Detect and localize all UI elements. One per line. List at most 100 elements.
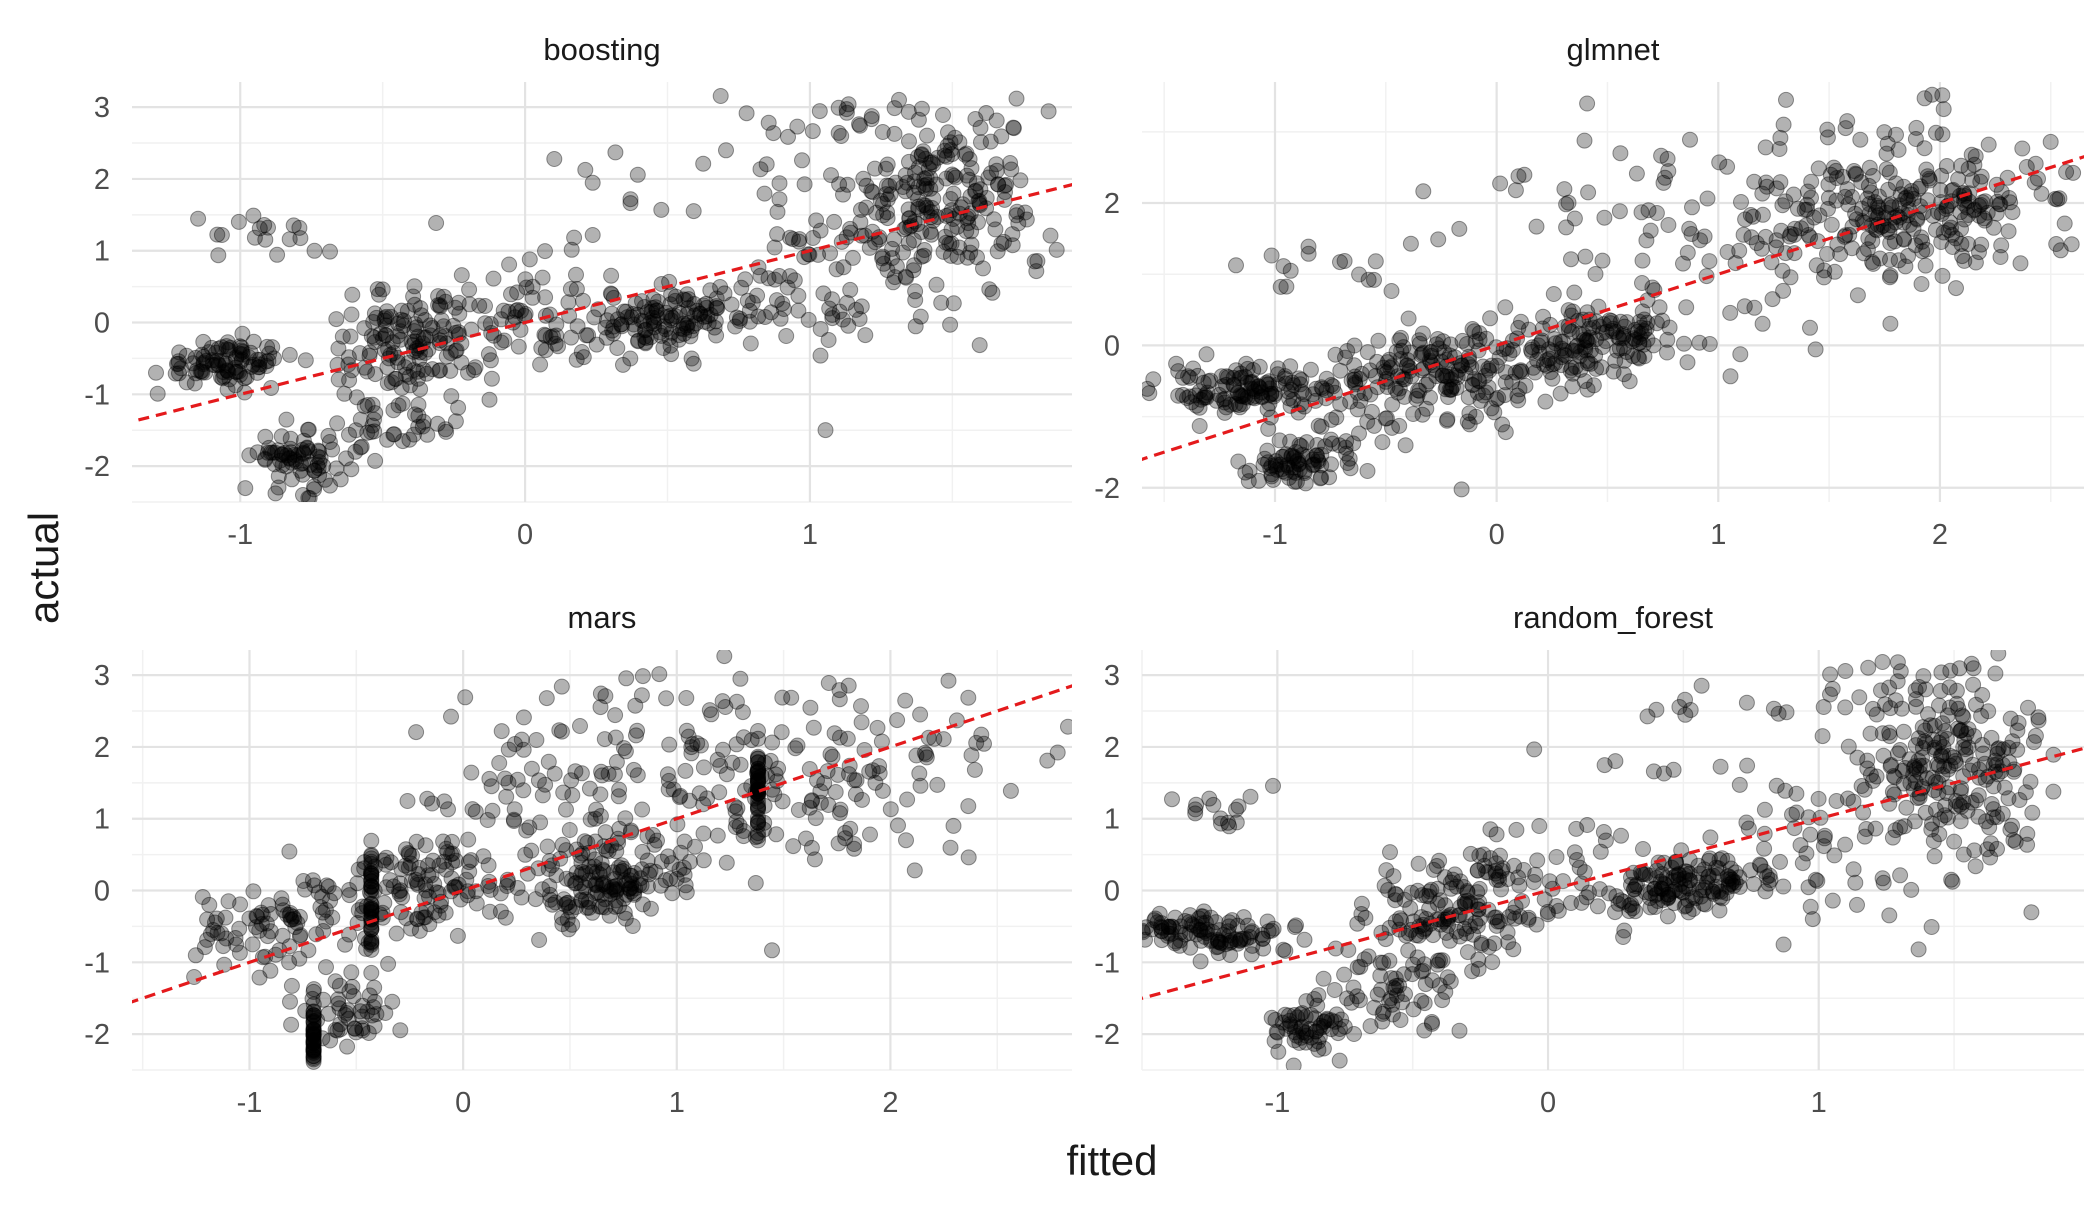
scatter-point bbox=[1557, 347, 1574, 364]
scatter-point bbox=[1381, 993, 1398, 1010]
scatter-point bbox=[1432, 952, 1448, 969]
scatter-point bbox=[1413, 963, 1430, 980]
scatter-point bbox=[750, 774, 766, 791]
scatter-point bbox=[568, 266, 584, 283]
scatter-point bbox=[1966, 728, 1983, 745]
scatter-point bbox=[966, 761, 983, 778]
scatter-point bbox=[1434, 992, 1451, 1009]
scatter-point bbox=[1318, 1012, 1335, 1028]
scatter-point bbox=[245, 207, 262, 224]
scatter-point bbox=[1784, 806, 1800, 823]
scatter-point bbox=[278, 411, 295, 428]
scatter-point bbox=[1955, 709, 1972, 725]
scatter-point bbox=[1597, 333, 1614, 350]
scatter-point bbox=[311, 454, 328, 470]
scatter-point bbox=[234, 343, 251, 360]
scatter-point bbox=[1289, 453, 1306, 470]
scatter-point bbox=[1189, 367, 1206, 384]
scatter-point bbox=[363, 901, 380, 918]
scatter-point bbox=[1382, 844, 1398, 861]
scatter-point bbox=[297, 1002, 314, 1019]
y-tick-label: 1 bbox=[94, 804, 110, 836]
scatter-point bbox=[1505, 904, 1522, 921]
scatter-point bbox=[1773, 222, 1790, 239]
scatter-point bbox=[305, 1027, 322, 1044]
scatter-point bbox=[1506, 910, 1523, 927]
scatter-point bbox=[878, 177, 895, 194]
scatter-point bbox=[1803, 173, 1820, 190]
scatter-point bbox=[563, 241, 580, 258]
scatter-point bbox=[1816, 262, 1833, 279]
scatter-point bbox=[450, 294, 467, 311]
scatter-point bbox=[1227, 931, 1244, 948]
scatter-point bbox=[1627, 903, 1644, 920]
scatter-point bbox=[1439, 368, 1456, 385]
scatter-point bbox=[1267, 453, 1284, 470]
scatter-point bbox=[864, 762, 881, 779]
scatter-point bbox=[368, 1006, 385, 1023]
scatter-point bbox=[662, 870, 679, 887]
scatter-point bbox=[1712, 758, 1729, 775]
scatter-point bbox=[227, 930, 244, 946]
scatter-point bbox=[1567, 358, 1584, 375]
scatter-point bbox=[352, 439, 369, 456]
scatter-point bbox=[1931, 758, 1947, 774]
scatter-point bbox=[1867, 204, 1884, 221]
scatter-point bbox=[1193, 908, 1210, 925]
scatter-point bbox=[341, 882, 358, 898]
scatter-point bbox=[382, 308, 399, 325]
scatter-point bbox=[645, 313, 662, 330]
scatter-point bbox=[900, 201, 917, 218]
scatter-point bbox=[653, 327, 670, 344]
scatter-point bbox=[310, 884, 327, 901]
scatter-point bbox=[431, 362, 448, 379]
scatter-point bbox=[1235, 387, 1252, 404]
scatter-point bbox=[897, 692, 914, 709]
scatter-point bbox=[1333, 1011, 1350, 1028]
scatter-point bbox=[1677, 691, 1693, 708]
scatter-point bbox=[646, 315, 662, 332]
scatter-point bbox=[467, 803, 484, 820]
scatter-point bbox=[404, 337, 421, 354]
scatter-point bbox=[935, 107, 951, 123]
scatter-point bbox=[851, 311, 868, 327]
scatter-point bbox=[616, 303, 633, 320]
scatter-point bbox=[1923, 821, 1940, 838]
scatter-point bbox=[664, 309, 681, 326]
scatter-point bbox=[1826, 263, 1843, 280]
scatter-point bbox=[1948, 793, 1964, 809]
scatter-point bbox=[629, 306, 646, 323]
scatter-point bbox=[1607, 753, 1624, 770]
scatter-point bbox=[924, 154, 941, 171]
scatter-point bbox=[1939, 785, 1955, 802]
scatter-point bbox=[1553, 349, 1570, 366]
scatter-point bbox=[1222, 932, 1239, 949]
scatter-point bbox=[1453, 357, 1470, 374]
scatter-point bbox=[305, 1042, 322, 1059]
scatter-point bbox=[1774, 197, 1791, 214]
scatter-point bbox=[942, 134, 959, 151]
scatter-point bbox=[941, 235, 958, 252]
y-tick-label: -1 bbox=[1094, 947, 1120, 979]
scatter-point bbox=[509, 301, 526, 318]
scatter-point bbox=[938, 234, 955, 251]
scatter-point bbox=[609, 311, 626, 328]
scatter-point bbox=[1405, 1001, 1422, 1018]
scatter-point bbox=[1351, 266, 1368, 283]
scatter-point bbox=[512, 321, 529, 338]
scatter-point bbox=[1745, 876, 1762, 892]
scatter-point bbox=[1439, 411, 1456, 428]
scatter-point bbox=[1564, 378, 1581, 395]
scatter-point bbox=[1936, 758, 1953, 775]
scatter-point bbox=[1550, 902, 1567, 919]
scatter-point bbox=[802, 699, 819, 716]
scatter-point bbox=[1295, 1024, 1312, 1040]
scatter-point bbox=[1402, 344, 1419, 361]
scatter-point bbox=[945, 817, 962, 834]
scatter-point bbox=[245, 356, 262, 373]
scatter-point bbox=[611, 781, 628, 798]
scatter-point bbox=[1878, 145, 1895, 162]
scatter-point bbox=[949, 248, 966, 265]
scatter-point bbox=[577, 865, 594, 882]
x-tick-label: 1 bbox=[669, 1087, 685, 1119]
